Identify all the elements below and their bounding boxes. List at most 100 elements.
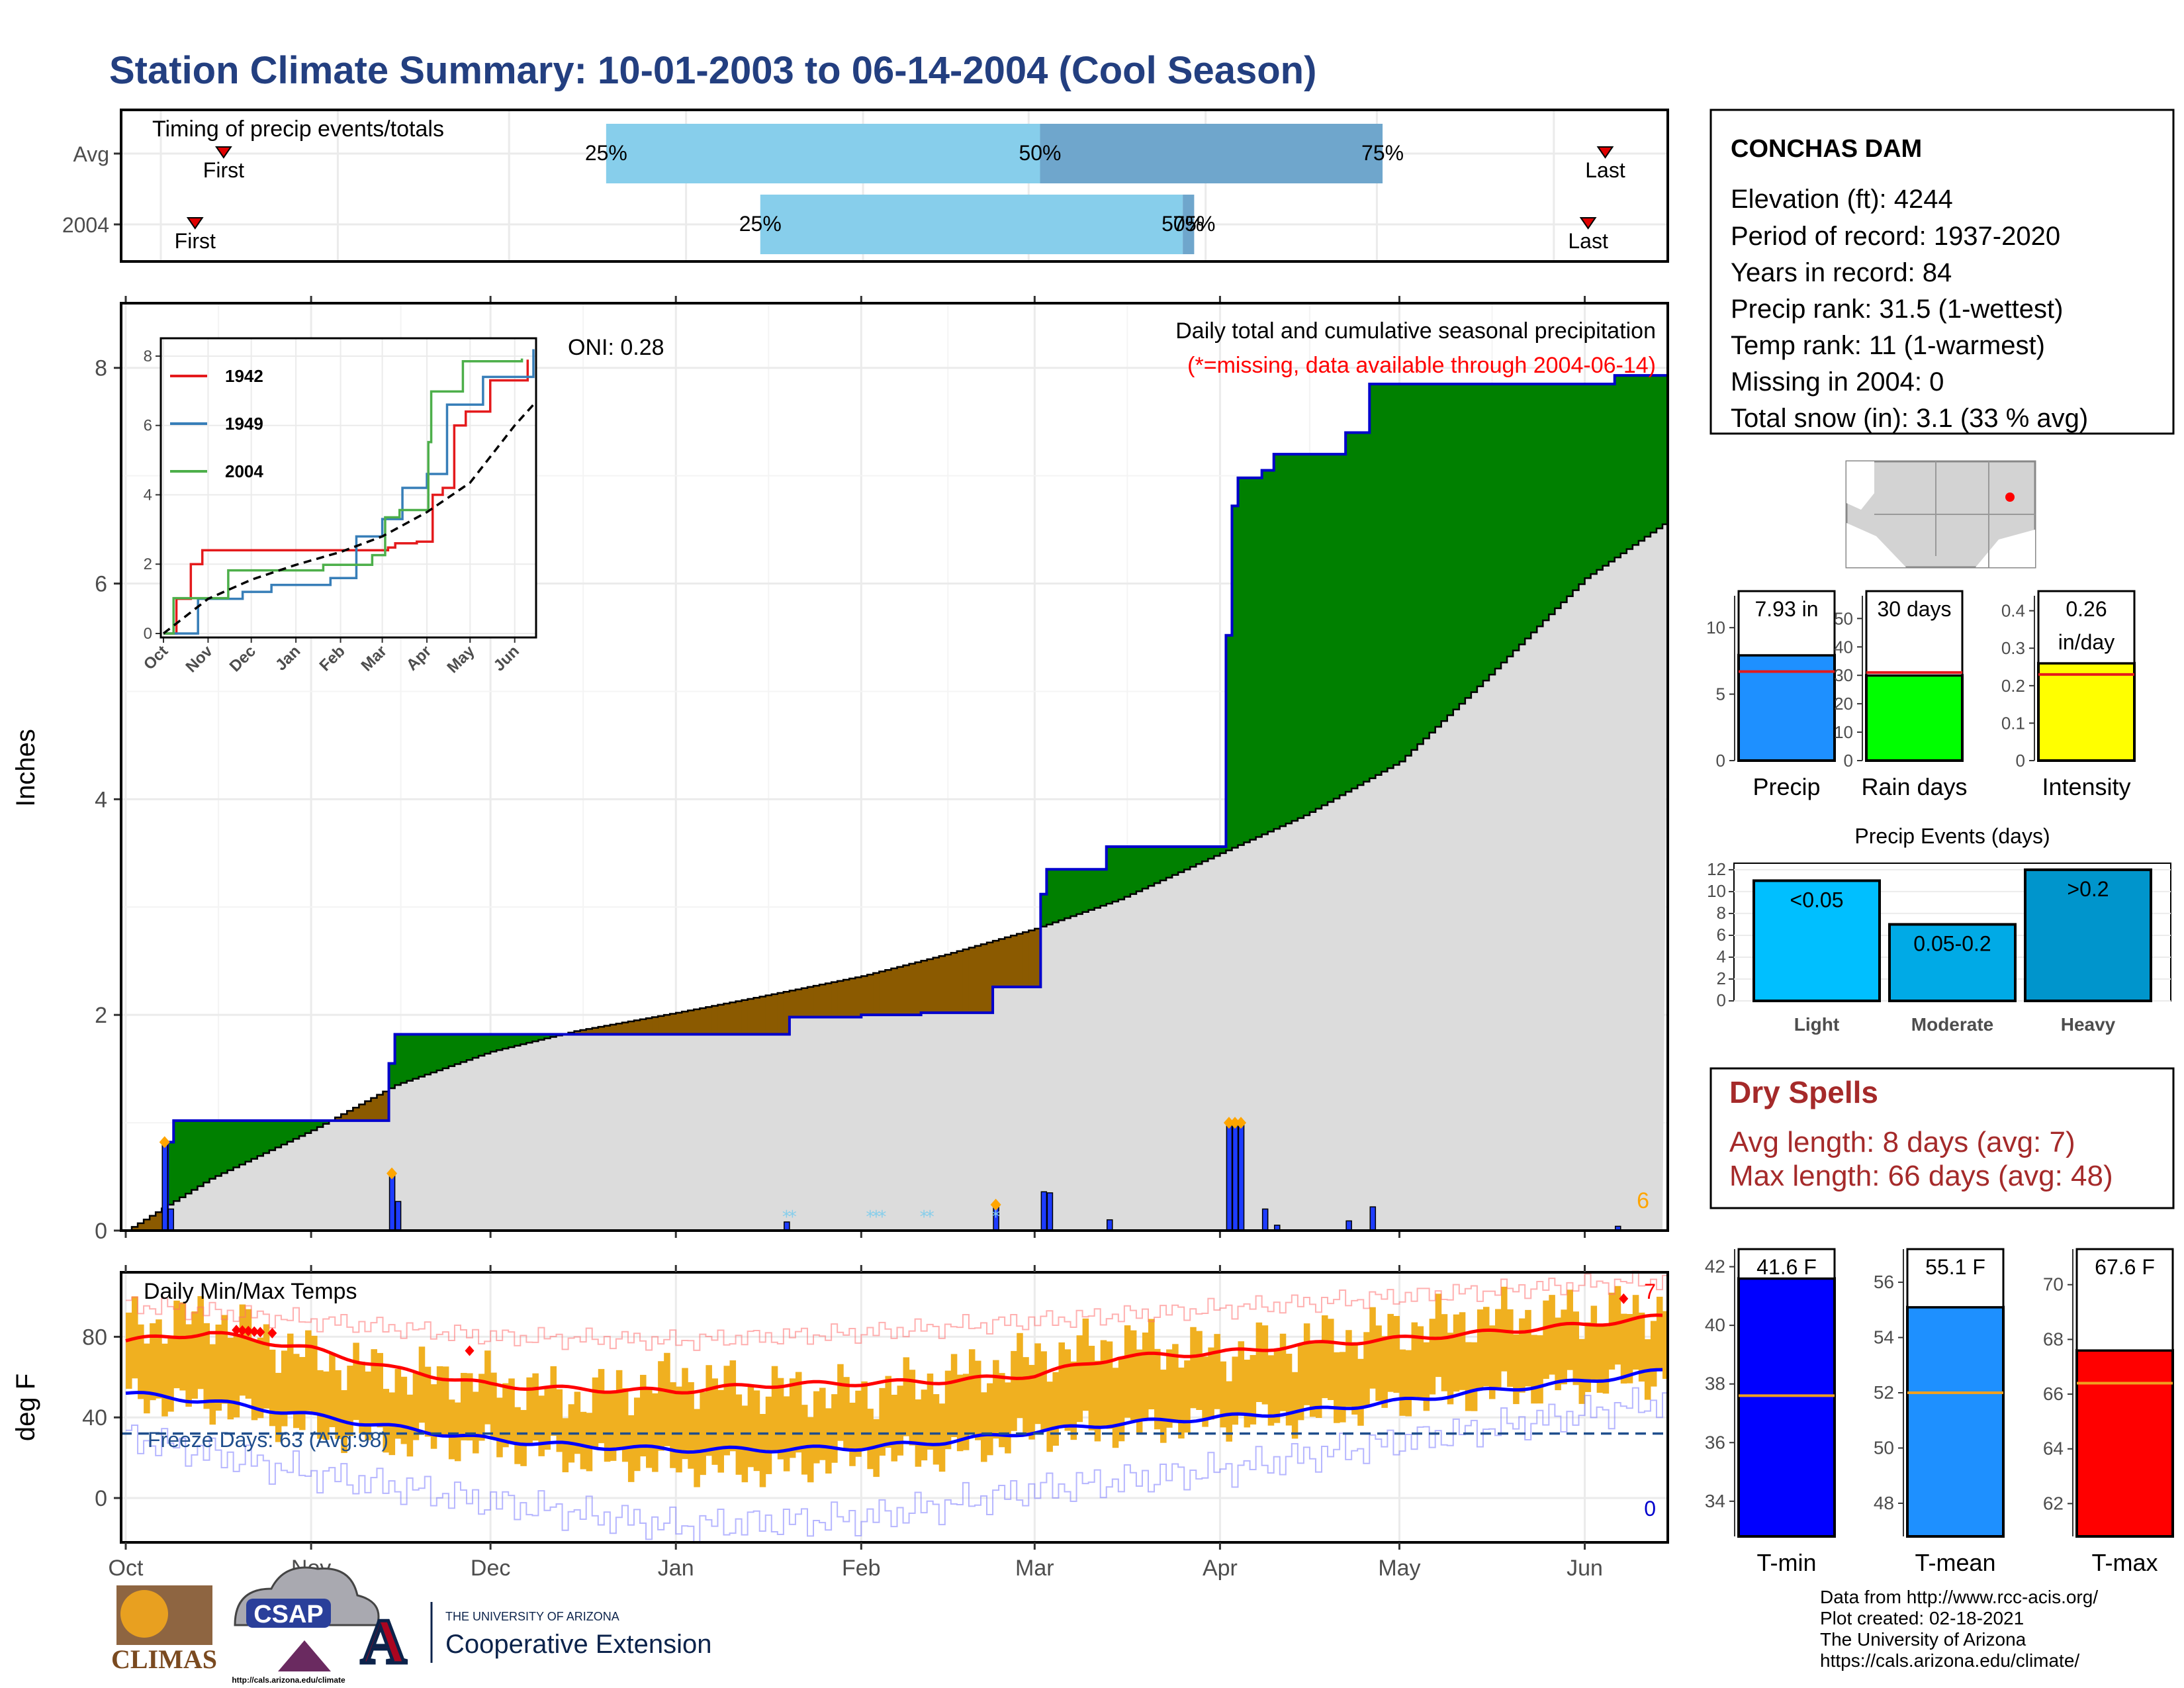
capped-count-label: 6 <box>1637 1188 1649 1213</box>
daily-temp-range-bar <box>903 1357 910 1436</box>
deficit-area <box>705 1007 713 1035</box>
deficit-area <box>915 962 922 1015</box>
surplus-area <box>1172 847 1179 875</box>
daily-temp-range-bar <box>209 1344 216 1425</box>
mini-y-tick-label: 48 <box>1874 1493 1894 1513</box>
mini-category-label: Precip <box>1752 773 1820 800</box>
snow-asterisk-icon: * <box>866 1207 874 1227</box>
daily-temp-range-bar <box>1507 1309 1514 1387</box>
deficit-area <box>729 1002 737 1035</box>
daily-precip-bar <box>1046 1192 1054 1231</box>
surplus-area <box>1488 384 1496 675</box>
average-max-temp-line <box>125 1313 1663 1395</box>
surplus-area <box>1549 384 1555 615</box>
surplus-area <box>1632 375 1639 545</box>
deficit-area <box>670 1013 676 1035</box>
daily-temp-range-bar <box>1297 1345 1304 1421</box>
surplus-area <box>400 1034 408 1083</box>
events-y-tick-label: 6 <box>1717 925 1726 945</box>
daily-temp-range-bar <box>765 1396 772 1474</box>
daily-temp-range-bar <box>1357 1358 1364 1426</box>
deficit-area <box>156 1212 162 1231</box>
deficit-area <box>831 982 838 1017</box>
daily-precip-bar <box>1261 1208 1269 1231</box>
surplus-area <box>281 1120 288 1145</box>
record-high-diamond-icon <box>250 1326 259 1337</box>
daily-temp-range-bar <box>347 1366 353 1436</box>
mini-label-box <box>1906 1248 2005 1309</box>
surplus-area <box>1070 869 1077 917</box>
deficit-area <box>640 1019 647 1035</box>
daily-temp-range-bar <box>658 1361 664 1451</box>
precip-y-tick-label: 8 <box>95 356 107 381</box>
mini-chart-t-max: 62 64 66 68 70 67.6 F T-max <box>2043 1248 2174 1576</box>
csap-logo: CSAP http://cals.arizona.edu/climate <box>232 1566 380 1685</box>
timing-frame <box>120 109 1669 263</box>
daily-temp-range-bar <box>1662 1311 1669 1379</box>
surplus-area <box>287 1120 294 1142</box>
surplus-area <box>305 1120 312 1133</box>
deficit-area <box>633 1020 641 1035</box>
daily-temp-range-bar <box>1465 1342 1472 1411</box>
daily-temp-range-bar <box>466 1373 473 1441</box>
deficit-area <box>1005 937 1011 987</box>
mini-value-label: 67.6 F <box>2095 1255 2155 1279</box>
deficit-area <box>885 970 892 1015</box>
daily-temp-range-bar <box>473 1391 479 1454</box>
daily-temp-range-bar <box>682 1368 688 1460</box>
event-category-label: Light <box>1794 1014 1839 1035</box>
mini-label-box <box>2037 590 2136 665</box>
daily-temp-range-bar <box>1614 1286 1621 1365</box>
event-bar-label: <0.05 <box>1790 888 1844 912</box>
daily-temp-range-bar <box>1303 1323 1310 1405</box>
daily-temp-range-bar <box>933 1394 940 1465</box>
daily-temp-range-bar <box>1488 1325 1496 1399</box>
surplus-area <box>173 1120 180 1201</box>
surplus-area <box>323 1120 330 1124</box>
daily-temp-range-bar <box>311 1335 318 1415</box>
daily-temp-range-bar <box>1070 1361 1077 1440</box>
deficit-area <box>993 941 999 987</box>
mini-value-bar <box>1865 674 1964 763</box>
daily-temp-range-bar <box>825 1408 832 1474</box>
capped-value-diamond-icon <box>159 1136 170 1149</box>
deficit-area <box>801 988 808 1017</box>
station-line: Period of record: 1937-2020 <box>1731 222 2060 251</box>
deficit-area <box>359 1104 366 1121</box>
daily-temp-range-bar <box>1255 1322 1263 1403</box>
daily-temp-range-bar <box>700 1391 706 1476</box>
inset-legend-label: 1942 <box>225 366 263 386</box>
daily-temp-range-bar <box>1250 1354 1257 1425</box>
precip-frame <box>120 302 1669 1232</box>
deficit-area <box>694 1009 700 1035</box>
deficit-area <box>598 1027 605 1035</box>
surplus-area <box>1662 375 1669 524</box>
daily-temp-range-bar <box>1393 1315 1400 1393</box>
surplus-area <box>1112 847 1119 902</box>
daily-temp-range-bar <box>1501 1286 1508 1372</box>
daily-temp-range-bar <box>233 1335 240 1418</box>
mini-value-label: 30 days <box>1877 597 1951 621</box>
daily-temp-range-bar <box>126 1312 132 1389</box>
surplus-area <box>526 1034 533 1043</box>
daily-temp-range-bar <box>968 1349 976 1433</box>
deficit-area <box>132 1227 138 1231</box>
surplus-area <box>1417 384 1424 745</box>
surplus-area <box>1297 454 1304 818</box>
mini-y-tick-label: 70 <box>2043 1274 2064 1295</box>
inset-legend: 1942 1949 2004 <box>170 366 263 481</box>
surplus-area <box>473 1034 479 1058</box>
record-high-diamond-icon <box>465 1345 475 1356</box>
events-y-tick-label: 0 <box>1717 990 1726 1010</box>
mini-value-label: 7.93 in <box>1754 597 1818 621</box>
last-event-triangle-icon <box>1596 146 1614 159</box>
temp-frame <box>120 1271 1669 1544</box>
daily-temp-range-bar <box>867 1409 874 1470</box>
daily-temp-range-bar <box>156 1319 162 1399</box>
surplus-area <box>436 1034 443 1070</box>
month-tick-label: May <box>1378 1556 1420 1581</box>
surplus-area <box>215 1120 222 1176</box>
surplus-area <box>1244 477 1251 843</box>
